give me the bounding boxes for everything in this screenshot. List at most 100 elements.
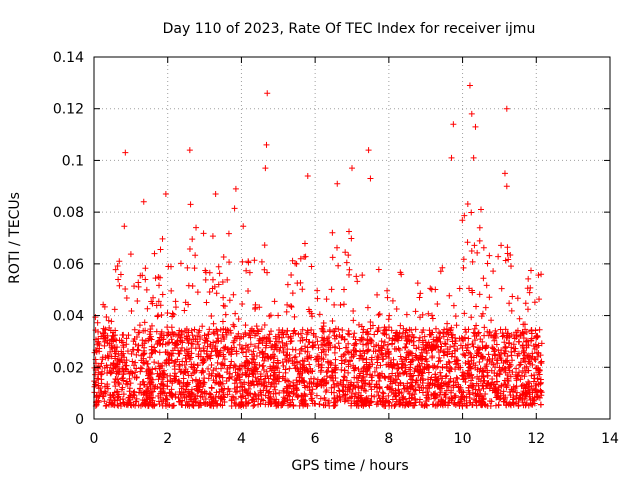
data-point <box>328 389 335 396</box>
data-point <box>338 357 345 364</box>
data-point <box>378 370 385 377</box>
data-point <box>102 402 109 409</box>
data-point <box>262 344 269 351</box>
data-point <box>455 357 462 364</box>
data-point <box>278 334 285 341</box>
data-point <box>332 356 339 363</box>
data-point <box>284 352 291 359</box>
data-point <box>204 338 211 345</box>
data-point <box>474 350 481 357</box>
data-point <box>385 324 392 331</box>
data-point <box>309 386 316 393</box>
y-tick-label: 0.02 <box>53 360 84 376</box>
data-point <box>504 244 511 251</box>
data-point <box>309 367 316 374</box>
data-point <box>189 377 196 384</box>
data-point <box>355 366 362 373</box>
data-point <box>357 337 364 344</box>
data-point <box>358 336 365 343</box>
data-point <box>250 356 257 363</box>
data-point <box>152 275 159 282</box>
data-point <box>323 369 330 376</box>
data-point <box>158 362 165 369</box>
data-point <box>414 280 421 287</box>
data-point <box>122 365 129 372</box>
data-point <box>345 369 352 376</box>
data-point <box>272 386 279 393</box>
data-point <box>348 235 355 242</box>
data-point <box>354 278 361 285</box>
data-point <box>399 360 406 367</box>
data-point <box>142 265 149 272</box>
data-point <box>260 382 267 389</box>
data-point <box>380 393 387 400</box>
data-point <box>410 342 417 349</box>
data-point <box>123 294 130 301</box>
data-point <box>297 337 304 344</box>
data-point <box>262 350 269 357</box>
data-point <box>533 332 540 339</box>
data-point <box>335 326 342 333</box>
data-point <box>401 386 408 393</box>
data-point <box>151 359 158 366</box>
data-point <box>124 348 131 355</box>
data-point <box>436 329 443 336</box>
data-point <box>251 343 258 350</box>
data-point <box>389 297 396 304</box>
data-point-spike <box>468 110 475 117</box>
data-point <box>111 306 118 313</box>
data-point <box>339 326 346 333</box>
data-point <box>497 326 504 333</box>
data-point <box>375 347 382 354</box>
data-point <box>341 351 348 358</box>
data-point <box>183 383 190 390</box>
data-point <box>126 375 133 382</box>
data-point <box>239 258 246 265</box>
data-point <box>309 313 316 320</box>
data-point <box>473 322 480 329</box>
data-point <box>351 393 358 400</box>
data-point <box>368 386 375 393</box>
data-point <box>108 342 115 349</box>
data-point <box>195 382 202 389</box>
data-point <box>135 342 142 349</box>
data-point <box>457 398 464 405</box>
data-point <box>259 349 266 356</box>
data-point <box>431 382 438 389</box>
data-point <box>388 327 395 334</box>
data-point <box>308 390 315 397</box>
data-point <box>141 319 148 326</box>
data-point <box>316 311 323 318</box>
data-point <box>537 380 544 387</box>
data-point <box>313 392 320 399</box>
data-point <box>186 390 193 397</box>
data-point <box>245 386 252 393</box>
data-point <box>251 257 258 264</box>
data-point <box>189 341 196 348</box>
data-point <box>390 356 397 363</box>
data-point <box>466 361 473 368</box>
data-point-spike <box>334 180 341 187</box>
data-point <box>446 359 453 366</box>
data-point <box>336 345 343 352</box>
data-point <box>346 266 353 273</box>
data-point <box>387 359 394 366</box>
data-point <box>371 368 378 375</box>
data-point <box>369 372 376 379</box>
data-point <box>117 403 124 410</box>
data-point <box>359 398 366 405</box>
data-point <box>132 359 139 366</box>
data-point <box>473 402 480 409</box>
data-point <box>176 350 183 357</box>
data-point <box>256 361 263 368</box>
data-point <box>331 402 338 409</box>
data-point <box>360 365 367 372</box>
data-point <box>363 371 370 378</box>
data-point <box>455 381 462 388</box>
data-point <box>325 340 332 347</box>
data-point <box>535 272 542 279</box>
data-point <box>165 340 172 347</box>
data-point <box>437 268 444 275</box>
data-point <box>476 237 483 244</box>
